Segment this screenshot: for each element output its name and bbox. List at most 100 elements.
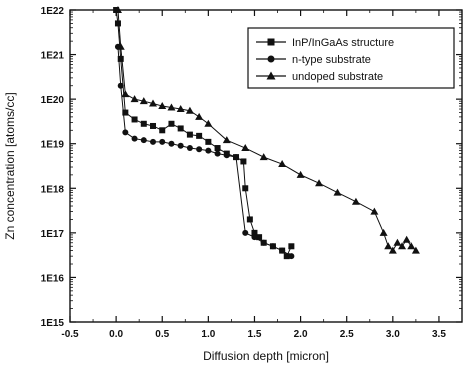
y-tick-label: 1E17	[41, 229, 65, 240]
series-circle	[114, 43, 295, 260]
data-point	[205, 138, 212, 145]
series-triangle	[113, 6, 420, 254]
y-axis-ticks: 1E15 1E16 1E17 1E18 1E19 1E20 1E21 1E22	[41, 6, 462, 329]
data-point	[159, 127, 166, 134]
plot-border	[69, 9, 463, 323]
data-point	[186, 131, 193, 138]
x-tick-label: 2.5	[340, 329, 354, 340]
data-point	[411, 246, 420, 254]
y-axis-title: Zn concentration [atoms/cc]	[3, 92, 17, 239]
data-point	[186, 145, 193, 152]
data-point	[351, 197, 360, 205]
data-point	[205, 147, 212, 154]
data-point	[398, 242, 407, 250]
data-point	[177, 142, 184, 149]
data-point	[131, 135, 138, 142]
data-point	[130, 95, 139, 103]
data-point	[140, 137, 147, 144]
x-tick-label: 3.0	[386, 329, 400, 340]
data-point	[251, 234, 258, 241]
data-point	[296, 170, 305, 178]
x-tick-label: 0.0	[109, 329, 123, 340]
data-point	[150, 122, 157, 129]
data-point	[407, 242, 416, 250]
legend-box	[247, 27, 455, 89]
x-tick-label: 3.5	[432, 329, 446, 340]
x-tick-label: 1.0	[201, 329, 215, 340]
data-point	[131, 116, 138, 123]
data-point	[242, 229, 249, 236]
data-point	[279, 247, 286, 254]
data-point	[241, 144, 250, 152]
data-point	[140, 120, 147, 127]
data-point	[185, 106, 194, 114]
data-point	[214, 150, 221, 157]
data-point	[122, 129, 129, 136]
data-point	[196, 132, 203, 139]
data-point	[139, 97, 148, 105]
y-tick-label: 1E19	[41, 140, 65, 151]
data-point	[204, 119, 213, 127]
data-point	[122, 109, 129, 116]
data-point	[149, 99, 158, 107]
data-point	[195, 112, 204, 120]
y-tick-label: 1E22	[41, 6, 65, 17]
data-point	[288, 253, 295, 260]
plot-frame	[69, 9, 463, 323]
data-point	[196, 146, 203, 153]
data-point	[233, 154, 240, 161]
data-point	[168, 120, 175, 127]
legend: InP/InGaAs structure n-type substrate undo…	[247, 27, 455, 89]
data-point	[159, 138, 166, 145]
legend-marker	[266, 71, 276, 80]
data-point	[379, 228, 388, 236]
data-point	[214, 145, 221, 152]
y-tick-label: 1E18	[41, 184, 65, 195]
data-point	[246, 216, 253, 223]
data-point	[315, 179, 324, 187]
legend-marker	[267, 38, 275, 46]
data-point	[256, 234, 263, 241]
x-tick-label: 0.5	[155, 329, 169, 340]
data-point	[121, 90, 130, 98]
data-point	[177, 125, 184, 132]
data-point	[223, 152, 230, 159]
legend-label: InP/InGaAs structure	[292, 37, 394, 49]
data-point	[288, 243, 295, 250]
data-point	[393, 238, 402, 246]
y-tick-label: 1E20	[41, 95, 65, 106]
legend-label: n-type substrate	[292, 54, 371, 66]
data-point	[333, 188, 342, 196]
data-point	[259, 153, 268, 161]
data-point	[114, 20, 121, 27]
series-layer	[113, 6, 420, 260]
data-point	[251, 229, 258, 236]
legend-marker	[267, 55, 275, 63]
x-tick-label: 2.0	[294, 329, 308, 340]
data-point	[370, 207, 379, 215]
x-tick-label: -0.5	[61, 329, 79, 340]
data-point	[150, 138, 157, 145]
data-point	[388, 246, 397, 254]
data-point	[116, 42, 125, 50]
y-tick-label: 1E15	[41, 318, 65, 329]
data-point	[167, 103, 176, 111]
legend-label: undoped substrate	[292, 71, 383, 83]
data-point	[240, 158, 247, 165]
y-tick-label: 1E16	[41, 273, 65, 284]
x-tick-label: 1.5	[248, 329, 262, 340]
data-point	[176, 105, 185, 113]
data-point	[117, 55, 124, 62]
data-point	[242, 185, 249, 192]
x-axis-title: Diffusion depth [micron]	[203, 349, 329, 363]
data-point	[158, 102, 167, 110]
data-point	[168, 140, 175, 147]
data-point	[402, 235, 411, 243]
data-point	[384, 242, 393, 250]
data-point	[278, 160, 287, 168]
data-point	[260, 239, 267, 246]
data-point	[117, 82, 124, 89]
data-point	[283, 253, 290, 260]
